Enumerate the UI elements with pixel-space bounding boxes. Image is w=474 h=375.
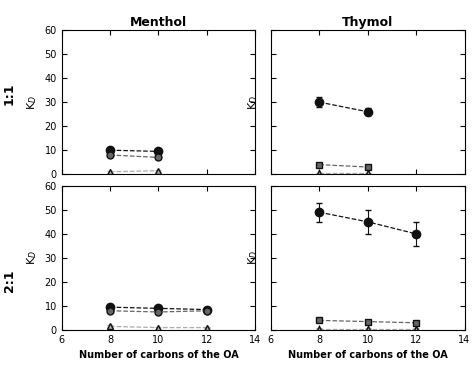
X-axis label: Number of carbons of the OA: Number of carbons of the OA bbox=[288, 350, 447, 360]
Title: Menthol: Menthol bbox=[130, 16, 187, 29]
Title: Thymol: Thymol bbox=[342, 16, 393, 29]
Y-axis label: K$_D$: K$_D$ bbox=[25, 94, 39, 110]
Y-axis label: K$_D$: K$_D$ bbox=[25, 251, 39, 266]
Text: 1:1: 1:1 bbox=[3, 82, 16, 105]
X-axis label: Number of carbons of the OA: Number of carbons of the OA bbox=[79, 350, 238, 360]
Y-axis label: K$_D$: K$_D$ bbox=[246, 251, 260, 266]
Y-axis label: K$_D$: K$_D$ bbox=[246, 94, 260, 110]
Text: 2:1: 2:1 bbox=[3, 270, 16, 292]
